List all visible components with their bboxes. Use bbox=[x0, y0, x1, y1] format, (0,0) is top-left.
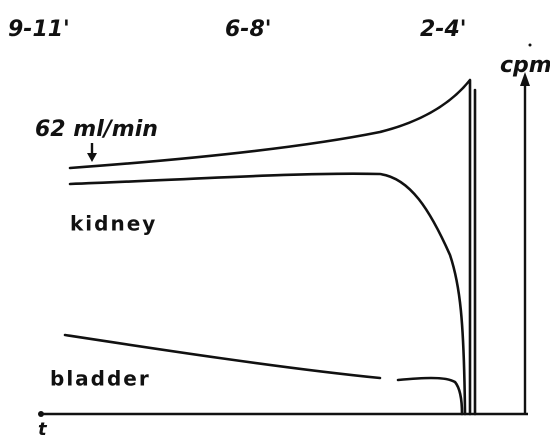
kidney-label: kidney bbox=[70, 212, 157, 236]
kidney-curve bbox=[68, 172, 467, 416]
y-axis-arrow bbox=[520, 72, 530, 86]
time-mark: 6-8' bbox=[225, 17, 271, 42]
x-axis-label: t bbox=[38, 419, 48, 440]
bladder-curve-tail bbox=[396, 376, 464, 416]
total-curve bbox=[68, 78, 472, 416]
flow-label: 62 ml/min bbox=[35, 117, 158, 142]
origin-dot bbox=[38, 411, 44, 417]
bladder-curve bbox=[63, 333, 382, 380]
time-mark: 2-4' bbox=[420, 17, 466, 42]
bladder-label: bladder bbox=[50, 367, 151, 391]
time-mark: 9-11' bbox=[8, 17, 70, 42]
flow-arrowhead bbox=[87, 153, 97, 162]
dot bbox=[528, 43, 532, 47]
